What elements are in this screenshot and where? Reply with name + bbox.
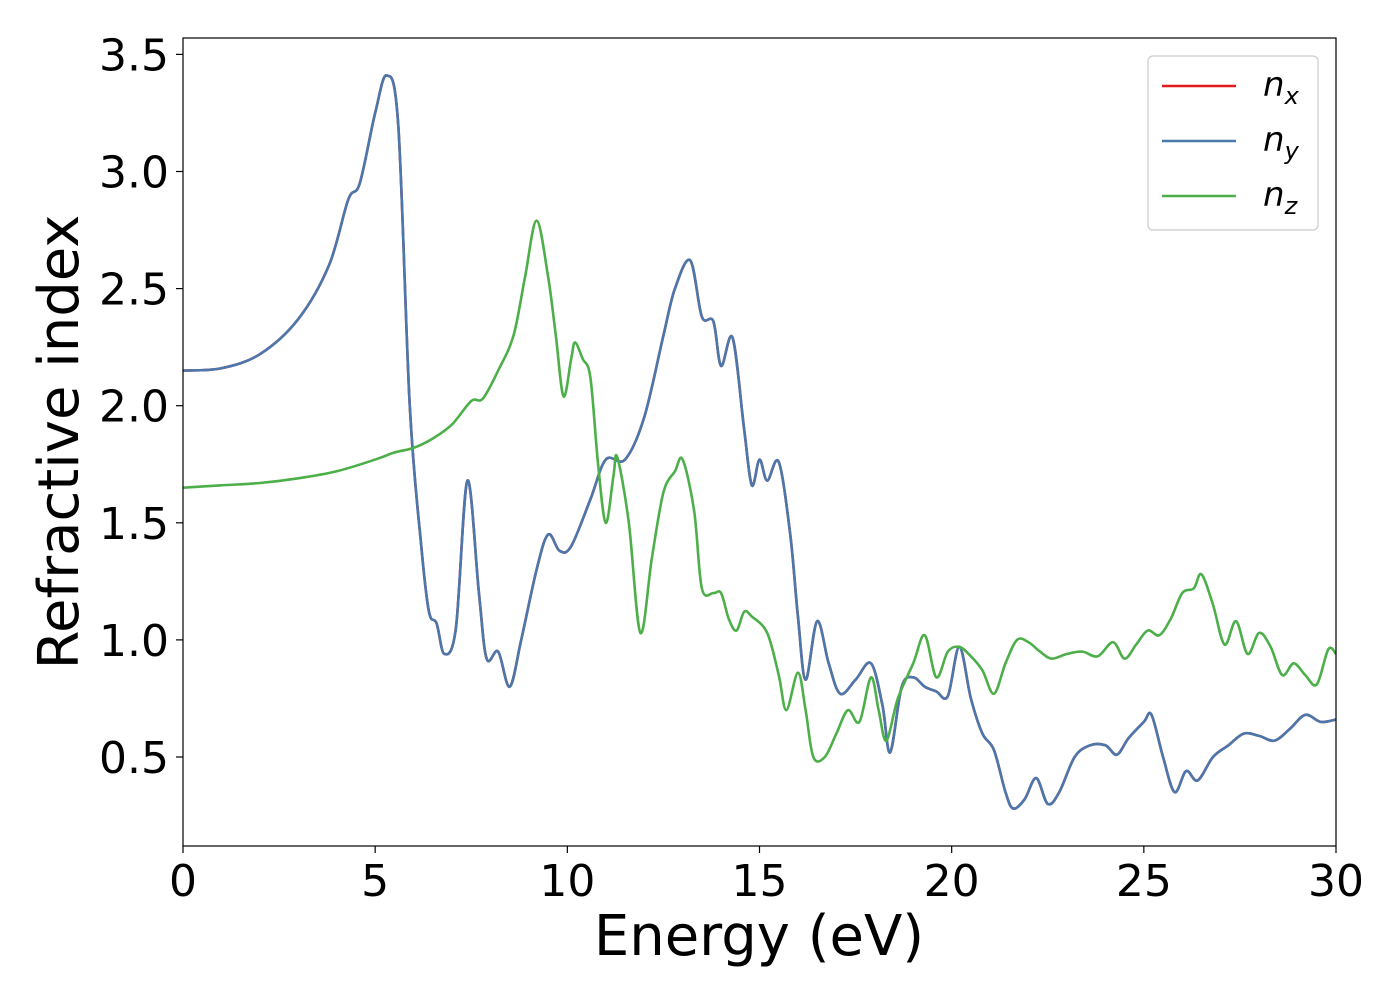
x-tick-label: 25 bbox=[1116, 856, 1172, 907]
x-axis-label: Energy (eV) bbox=[594, 904, 924, 969]
legend-item-ny: ny bbox=[1162, 120, 1300, 165]
y-axis-label: Refractive index bbox=[27, 215, 92, 670]
y-tick-label: 2.5 bbox=[99, 265, 169, 316]
x-tick-label: 20 bbox=[924, 856, 980, 907]
x-axis: 0 5 10 15 20 25 30 bbox=[169, 846, 1364, 907]
series-line-nz bbox=[183, 219, 1336, 763]
x-tick-label: 5 bbox=[361, 856, 389, 907]
series-line-ny bbox=[183, 74, 1336, 810]
legend-box bbox=[1147, 55, 1319, 231]
x-tick-label: 0 bbox=[169, 856, 197, 907]
x-tick-label: 15 bbox=[732, 856, 788, 907]
y-tick-label: 3.5 bbox=[99, 30, 169, 81]
x-tick-label: 10 bbox=[539, 856, 595, 907]
y-axis: 0.5 1.0 1.5 2.0 2.5 3.0 3.5 bbox=[99, 30, 183, 784]
x-tick-label: 30 bbox=[1308, 856, 1364, 907]
y-tick-label: 2.0 bbox=[99, 382, 169, 433]
y-tick-label: 3.0 bbox=[99, 147, 169, 198]
y-tick-label: 0.5 bbox=[99, 733, 169, 784]
y-tick-label: 1.0 bbox=[99, 616, 169, 667]
y-tick-label: 1.5 bbox=[99, 499, 169, 550]
